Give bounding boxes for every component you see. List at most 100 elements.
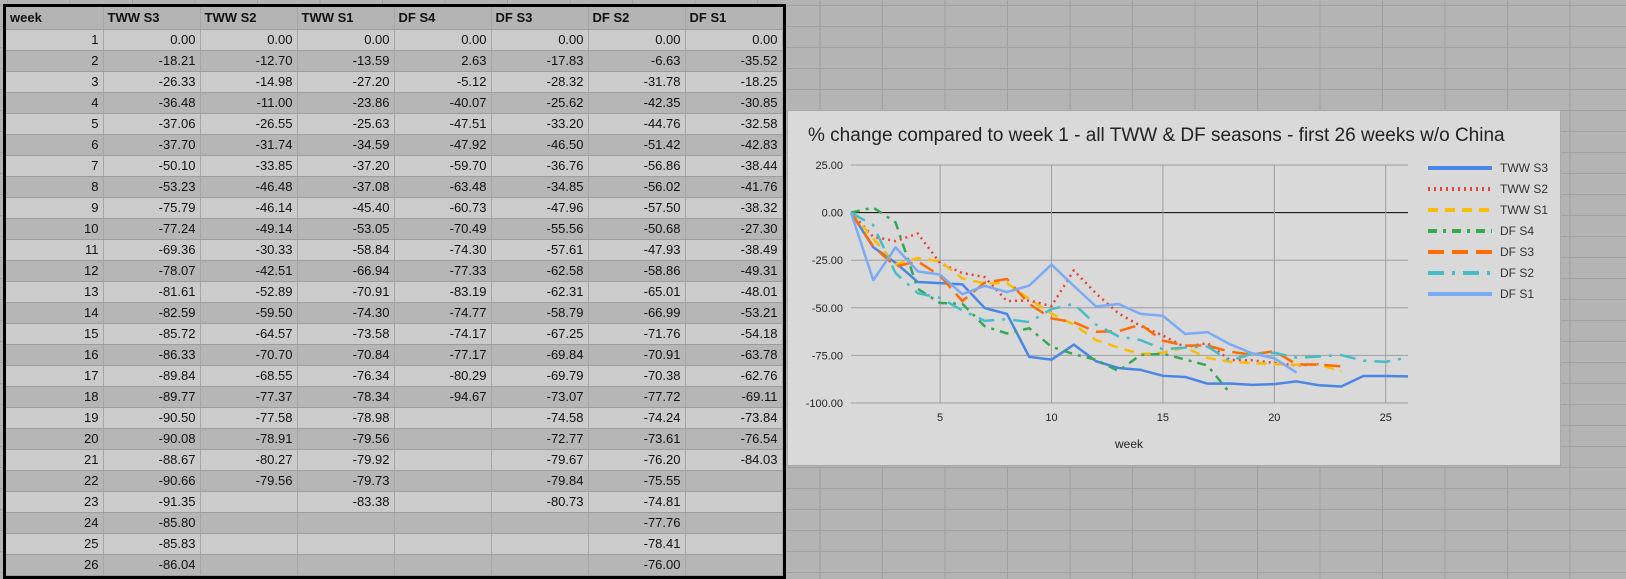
table-cell[interactable] bbox=[685, 554, 783, 576]
table-cell[interactable] bbox=[491, 533, 589, 555]
table-cell[interactable]: -89.77 bbox=[103, 386, 201, 408]
table-cell[interactable]: -13.59 bbox=[297, 50, 395, 72]
table-cell[interactable]: -90.50 bbox=[103, 407, 201, 429]
table-cell[interactable]: -53.21 bbox=[685, 302, 783, 324]
table-cell[interactable]: -26.55 bbox=[200, 113, 298, 135]
table-cell[interactable]: -73.58 bbox=[297, 323, 395, 345]
table-cell[interactable]: -27.30 bbox=[685, 218, 783, 240]
table-cell[interactable]: -34.59 bbox=[297, 134, 395, 156]
table-cell[interactable]: 23 bbox=[6, 491, 104, 513]
table-cell[interactable]: 4 bbox=[6, 92, 104, 114]
table-cell[interactable] bbox=[685, 491, 783, 513]
column-header[interactable]: DF S1 bbox=[685, 7, 783, 30]
table-cell[interactable] bbox=[200, 533, 298, 555]
table-cell[interactable]: -63.78 bbox=[685, 344, 783, 366]
table-cell[interactable]: -70.38 bbox=[588, 365, 686, 387]
table-cell[interactable]: -44.76 bbox=[588, 113, 686, 135]
table-cell[interactable]: 9 bbox=[6, 197, 104, 219]
table-cell[interactable]: -77.33 bbox=[394, 260, 492, 282]
table-cell[interactable] bbox=[685, 470, 783, 492]
table-cell[interactable]: -74.24 bbox=[588, 407, 686, 429]
table-cell[interactable]: -74.77 bbox=[394, 302, 492, 324]
table-cell[interactable]: 0.00 bbox=[394, 29, 492, 51]
table-cell[interactable]: -66.99 bbox=[588, 302, 686, 324]
table-cell[interactable]: -48.01 bbox=[685, 281, 783, 303]
table-cell[interactable]: 24 bbox=[6, 512, 104, 534]
table-cell[interactable]: -38.44 bbox=[685, 155, 783, 177]
table-cell[interactable]: -58.84 bbox=[297, 239, 395, 261]
table-cell[interactable]: -46.50 bbox=[491, 134, 589, 156]
table-cell[interactable]: -70.91 bbox=[297, 281, 395, 303]
table-cell[interactable]: -38.49 bbox=[685, 239, 783, 261]
table-cell[interactable]: -79.67 bbox=[491, 449, 589, 471]
table-cell[interactable]: 2.63 bbox=[394, 50, 492, 72]
table-cell[interactable]: -37.06 bbox=[103, 113, 201, 135]
table-cell[interactable]: -42.35 bbox=[588, 92, 686, 114]
table-cell[interactable]: -12.70 bbox=[200, 50, 298, 72]
table-cell[interactable]: 11 bbox=[6, 239, 104, 261]
table-cell[interactable]: -73.61 bbox=[588, 428, 686, 450]
table-cell[interactable]: -76.20 bbox=[588, 449, 686, 471]
table-cell[interactable] bbox=[394, 470, 492, 492]
table-cell[interactable]: -69.79 bbox=[491, 365, 589, 387]
table-cell[interactable]: -70.49 bbox=[394, 218, 492, 240]
table-cell[interactable]: -69.84 bbox=[491, 344, 589, 366]
table-cell[interactable]: -40.07 bbox=[394, 92, 492, 114]
table-cell[interactable]: -45.40 bbox=[297, 197, 395, 219]
table-cell[interactable]: -74.58 bbox=[491, 407, 589, 429]
table-cell[interactable]: -78.91 bbox=[200, 428, 298, 450]
table-cell[interactable]: -70.84 bbox=[297, 344, 395, 366]
table-cell[interactable]: -65.01 bbox=[588, 281, 686, 303]
table-cell[interactable]: -73.84 bbox=[685, 407, 783, 429]
table-cell[interactable]: -35.52 bbox=[685, 50, 783, 72]
table-cell[interactable]: -69.36 bbox=[103, 239, 201, 261]
table-cell[interactable]: -79.84 bbox=[491, 470, 589, 492]
table-cell[interactable]: -46.48 bbox=[200, 176, 298, 198]
table-cell[interactable]: -28.32 bbox=[491, 71, 589, 93]
table-cell[interactable]: -78.98 bbox=[297, 407, 395, 429]
table-cell[interactable]: 0.00 bbox=[200, 29, 298, 51]
table-cell[interactable]: -33.85 bbox=[200, 155, 298, 177]
table-cell[interactable]: -77.58 bbox=[200, 407, 298, 429]
table-cell[interactable]: 6 bbox=[6, 134, 104, 156]
table-cell[interactable]: -56.02 bbox=[588, 176, 686, 198]
table-cell[interactable]: -78.34 bbox=[297, 386, 395, 408]
table-cell[interactable]: -80.29 bbox=[394, 365, 492, 387]
table-cell[interactable]: -41.76 bbox=[685, 176, 783, 198]
table-cell[interactable]: 15 bbox=[6, 323, 104, 345]
table-cell[interactable]: 1 bbox=[6, 29, 104, 51]
table-cell[interactable]: -85.80 bbox=[103, 512, 201, 534]
table-cell[interactable]: -56.86 bbox=[588, 155, 686, 177]
table-cell[interactable]: -71.76 bbox=[588, 323, 686, 345]
table-cell[interactable] bbox=[297, 554, 395, 576]
column-header[interactable]: TWW S3 bbox=[103, 7, 201, 30]
table-cell[interactable]: -67.25 bbox=[491, 323, 589, 345]
table-cell[interactable]: -14.98 bbox=[200, 71, 298, 93]
table-cell[interactable]: 8 bbox=[6, 176, 104, 198]
column-header[interactable]: TWW S1 bbox=[297, 7, 395, 30]
table-cell[interactable]: -42.51 bbox=[200, 260, 298, 282]
table-cell[interactable]: -36.76 bbox=[491, 155, 589, 177]
table-cell[interactable]: 12 bbox=[6, 260, 104, 282]
table-cell[interactable]: -78.41 bbox=[588, 533, 686, 555]
table-cell[interactable]: -37.08 bbox=[297, 176, 395, 198]
table-cell[interactable] bbox=[394, 512, 492, 534]
table-cell[interactable]: -51.42 bbox=[588, 134, 686, 156]
table-cell[interactable]: -53.23 bbox=[103, 176, 201, 198]
line-chart[interactable]: % change compared to week 1 - all TWW & … bbox=[787, 110, 1561, 466]
table-cell[interactable]: -47.92 bbox=[394, 134, 492, 156]
column-header[interactable]: DF S2 bbox=[588, 7, 686, 30]
table-cell[interactable]: -49.31 bbox=[685, 260, 783, 282]
table-cell[interactable]: -77.72 bbox=[588, 386, 686, 408]
table-cell[interactable]: 5 bbox=[6, 113, 104, 135]
column-header[interactable]: DF S4 bbox=[394, 7, 492, 30]
table-cell[interactable]: -17.83 bbox=[491, 50, 589, 72]
table-cell[interactable]: -37.70 bbox=[103, 134, 201, 156]
table-cell[interactable] bbox=[491, 512, 589, 534]
table-cell[interactable]: -60.73 bbox=[394, 197, 492, 219]
table-cell[interactable]: -50.68 bbox=[588, 218, 686, 240]
table-cell[interactable]: 18 bbox=[6, 386, 104, 408]
table-cell[interactable] bbox=[200, 512, 298, 534]
table-cell[interactable]: -52.89 bbox=[200, 281, 298, 303]
table-cell[interactable]: -27.20 bbox=[297, 71, 395, 93]
